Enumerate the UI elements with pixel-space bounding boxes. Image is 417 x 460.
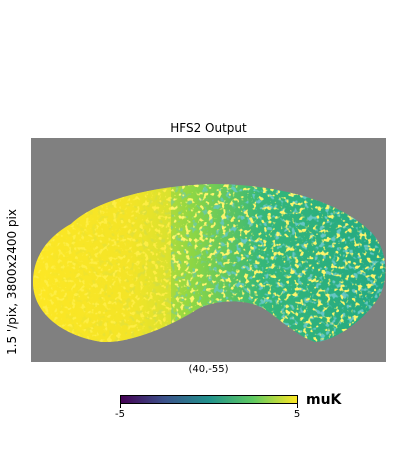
colorbar [120, 395, 298, 404]
chart-title: HFS2 Output [170, 121, 247, 135]
colorbar-unit-label: muK [306, 392, 342, 408]
colorbar-tick-label-min: -5 [115, 409, 125, 420]
colorbar-tick-label-max: 5 [293, 409, 301, 420]
sky-map [31, 138, 386, 362]
colorbar-tick-min [120, 404, 121, 408]
colorbar-tick-max [297, 404, 298, 408]
sky-map-image [33, 184, 386, 343]
y-axis-label: 1.5 '/pix, 3800x2400 pix [5, 209, 19, 355]
map-center-label: (40,-55) [188, 364, 229, 375]
